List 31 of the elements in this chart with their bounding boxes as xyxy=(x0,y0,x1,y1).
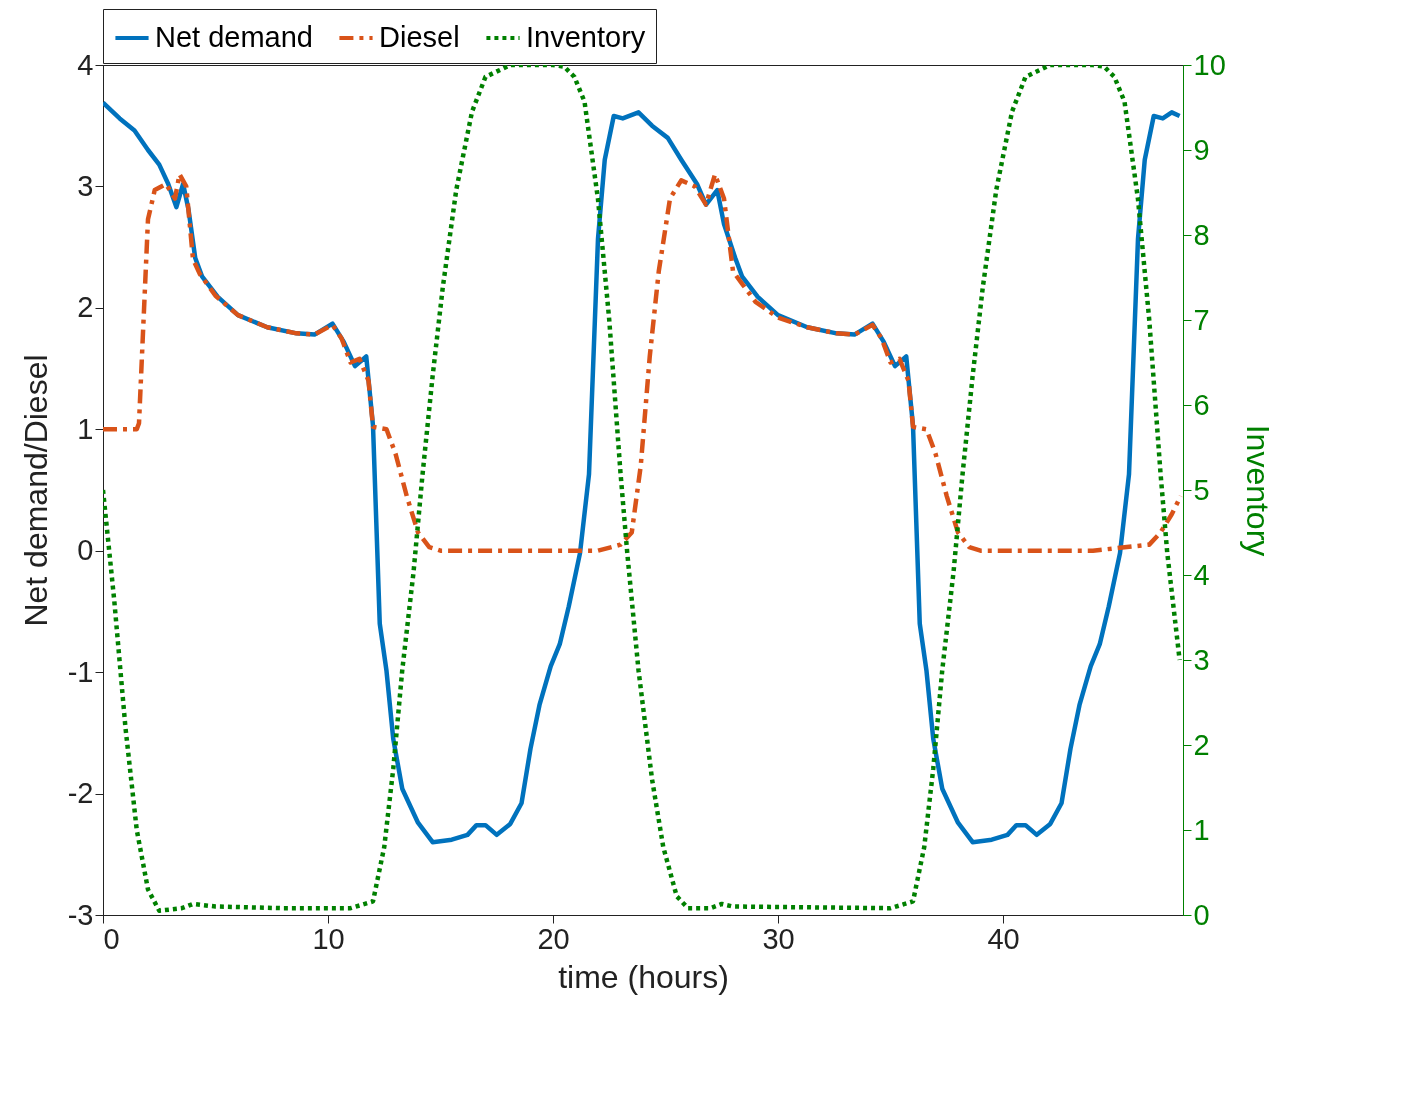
x-tick-label: 40 xyxy=(987,922,1020,955)
y2-tick-label: 9 xyxy=(1193,133,1210,166)
y-tick-label: -2 xyxy=(67,777,94,810)
y-axis-title: Net demand/Diesel xyxy=(17,354,54,627)
y-tick-label: 2 xyxy=(77,291,94,324)
y2-tick-label: 8 xyxy=(1193,218,1210,251)
x-tick-label: 20 xyxy=(537,922,570,955)
y2-tick-label: 7 xyxy=(1193,303,1210,336)
y-tick-label: -1 xyxy=(67,655,94,688)
legend-label: Diesel xyxy=(379,21,460,53)
y2-tick-label: 0 xyxy=(1193,898,1210,931)
y2-tick-label: 2 xyxy=(1193,728,1210,761)
y2-tick-label: 10 xyxy=(1193,48,1226,81)
y2-tick-label: 6 xyxy=(1193,388,1210,421)
y-tick-label: 3 xyxy=(77,169,94,202)
y2-axis-title: Inventory xyxy=(1239,424,1276,557)
y-tick-label: 4 xyxy=(77,48,94,81)
y-tick-label: 1 xyxy=(77,412,94,445)
y2-tick-label: 5 xyxy=(1193,473,1210,506)
x-tick-label: 30 xyxy=(762,922,795,955)
legend-label: Net demand xyxy=(155,21,313,53)
x-axis-title: time (hours) xyxy=(558,958,729,995)
line-series xyxy=(103,172,1183,553)
y-tick-label: 0 xyxy=(77,534,94,567)
legend-label: Inventory xyxy=(526,21,646,53)
x-tick-label: 0 xyxy=(103,922,120,955)
y-tick-label: -3 xyxy=(67,898,94,931)
y2-tick-label: 1 xyxy=(1193,813,1210,846)
y2-tick-label: 3 xyxy=(1193,643,1210,676)
y2-tick-label: 4 xyxy=(1193,558,1210,591)
x-tick-label: 10 xyxy=(312,922,345,955)
